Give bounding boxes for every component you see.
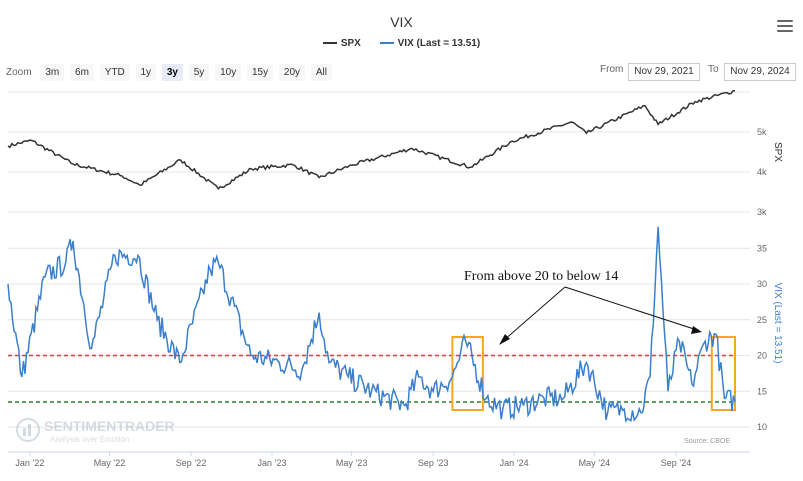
reference-lines: [8, 354, 735, 403]
legend-swatch-spx: [322, 42, 337, 45]
zoom-1y-button[interactable]: 1y: [135, 64, 157, 81]
range-from-input[interactable]: Nov 29, 2021: [628, 63, 700, 81]
zoom-10y-button[interactable]: 10y: [215, 64, 242, 81]
zoom-20y-button[interactable]: 20y: [278, 64, 306, 81]
watermark: SENTIMENTRADER Analysis over Emotion: [16, 418, 175, 444]
range-from-label: From: [600, 64, 624, 75]
watermark-name: SENTIMENTRADER: [44, 418, 175, 434]
annotation-text: From above 20 to below 14: [464, 269, 618, 284]
highlight-box: [710, 336, 736, 411]
annotation-arrowhead-left-icon: [499, 334, 510, 345]
vix-y-tick-label: 25: [757, 315, 767, 325]
vix-y-tick-label: 35: [757, 243, 767, 253]
annotation-arrow-right: [564, 286, 698, 331]
spx-y-tick-label: 5k: [757, 127, 767, 137]
chart-title: VIX: [390, 14, 413, 30]
annotation-arrowhead-right-icon: [691, 326, 702, 334]
legend-item-vix[interactable]: VIX (Last = 13.51): [379, 38, 481, 49]
annotation-arrow-left: [502, 286, 566, 342]
x-tick-label: Sep ’22: [176, 458, 207, 468]
x-tick-label: May ’24: [579, 458, 611, 468]
spx-y-axis: 3k 4k 5k: [757, 127, 767, 217]
zoom-3y-button[interactable]: 3y: [161, 64, 183, 81]
vix-series-line: [7, 226, 736, 423]
x-axis: Jan ’22 May ’22 Sep ’22 Jan ’23 May ’23 Sep ’…: [8, 451, 750, 468]
legend: SPX VIX (Last = 13.51): [0, 38, 803, 49]
spx-y-tick-label: 3k: [757, 207, 767, 217]
legend-swatch-vix: [379, 42, 394, 45]
watermark-logo-icon: [16, 418, 40, 442]
x-tick-label: May ’22: [94, 458, 126, 468]
watermark-bar-icon: [23, 428, 26, 436]
zoom-5y-button[interactable]: 5y: [188, 64, 210, 81]
vix-y-tick-label: 30: [757, 279, 767, 289]
legend-item-spx[interactable]: SPX: [322, 38, 361, 49]
x-tick-label: May ’23: [336, 458, 368, 468]
vix-y-tick-label: 20: [757, 351, 767, 361]
vix-y-tick-label: 15: [757, 386, 767, 396]
x-tick-label: Jan ’23: [257, 458, 286, 468]
x-tick-label: Sep ’23: [418, 458, 449, 468]
zoom-3m-button[interactable]: 3m: [40, 64, 65, 81]
spx-y-tick-label: 4k: [757, 167, 767, 177]
source-note: Source: CBOE: [684, 438, 730, 445]
zoom-all-button[interactable]: All: [310, 64, 332, 81]
spx-axis-title: SPX: [772, 142, 783, 162]
vix-axis-title: VIX (Last = 13.51): [772, 283, 783, 364]
watermark-bar-icon: [28, 424, 31, 436]
range-to-input[interactable]: Nov 29, 2024: [724, 63, 796, 81]
zoom-label: Zoom: [6, 67, 32, 78]
spx-series-line: [7, 90, 736, 191]
zoom-ytd-button[interactable]: YTD: [99, 64, 130, 81]
x-tick-label: Sep ’24: [661, 458, 692, 468]
watermark-tagline: Analysis over Emotion: [50, 435, 129, 444]
vix-y-tick-label: 10: [757, 422, 767, 432]
highlight-box: [451, 336, 484, 411]
x-tick-label: Jan ’24: [500, 458, 529, 468]
highlight-boxes: [451, 336, 736, 411]
legend-label-spx: SPX: [340, 38, 361, 49]
grid: [8, 91, 750, 428]
hamburger-menu-icon[interactable]: [777, 20, 793, 34]
zoom-15y-button[interactable]: 15y: [247, 64, 274, 81]
legend-label-vix: VIX (Last = 13.51): [397, 38, 481, 49]
vix-y-axis: 10 15 20 25 30 35: [757, 243, 767, 432]
zoom-controls: Zoom 3m 6m YTD 1y 3y 5y 10y 15y 20y All: [6, 64, 335, 81]
zoom-6m-button[interactable]: 6m: [70, 64, 94, 81]
range-to-label: To: [708, 64, 719, 75]
x-tick-label: Jan ’22: [15, 458, 44, 468]
